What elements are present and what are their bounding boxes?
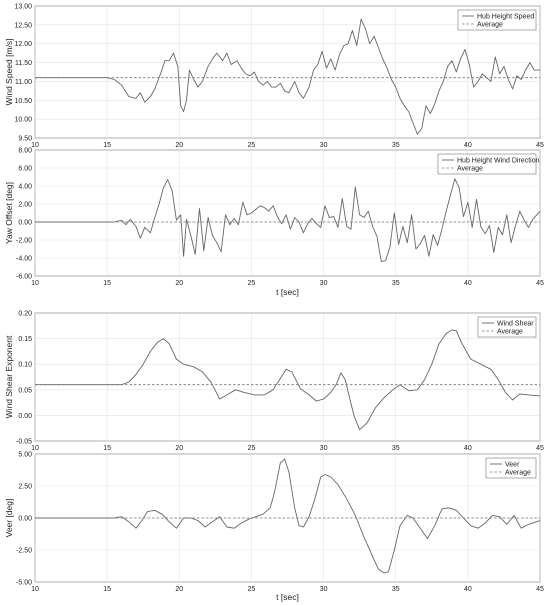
- y-tick-label: -2.50: [16, 548, 32, 555]
- y-axis-label: Veer [deg]: [4, 499, 14, 538]
- y-tick-label: 8.00: [18, 148, 32, 155]
- x-tick-label: 35: [392, 142, 400, 149]
- legend-label: Veer: [505, 462, 520, 469]
- x-tick-label: 30: [320, 445, 328, 452]
- x-tick-label: 10: [31, 142, 39, 149]
- y-tick-label: -2.00: [16, 238, 32, 245]
- chart-panel-2: -6.00 -4.00 -2.00 0.00 2.00 4.00 6.00 8.00 10 15 2…: [4, 148, 544, 298]
- x-axis-label: t [sec]: [276, 287, 299, 297]
- x-tick-label: 40: [464, 445, 472, 452]
- x-tick-label: 45: [536, 445, 544, 452]
- y-tick-label: 11.00: [15, 79, 32, 86]
- x-axis-label: t [sec]: [276, 592, 299, 602]
- y-tick-label: 0.05: [18, 387, 32, 394]
- legend-label: Average: [497, 329, 523, 336]
- y-tick-label: 2.00: [18, 202, 32, 209]
- y-tick-label: -0.05: [16, 439, 32, 446]
- legend-label: Hub Height Speed: [477, 14, 534, 21]
- y-tick-label: 4.00: [18, 184, 32, 191]
- y-tick-label: 9.50: [18, 136, 32, 143]
- y-tick-label: 12.00: [14, 41, 32, 48]
- x-tick-label: 30: [320, 586, 328, 593]
- series-line: [35, 18, 540, 135]
- y-tick-label: 11.50: [15, 60, 32, 67]
- plot-area: [34, 312, 541, 442]
- x-tick-label: 20: [175, 142, 183, 149]
- x-tick-label: 35: [392, 445, 400, 452]
- y-axis-label: Yaw Offset [deg]: [4, 182, 14, 244]
- x-tick-label: 45: [536, 280, 544, 287]
- y-tick-label: 0.10: [18, 362, 32, 369]
- series-line: [35, 329, 541, 431]
- y-tick-label: 10.50: [14, 98, 32, 105]
- legend-label: Average: [477, 22, 503, 29]
- y-tick-label: 12.50: [14, 22, 32, 29]
- chart-panel-1: 9.50 10.00 10.50 11.00 11.50 12.00 12.50 13.00 1…: [4, 4, 544, 150]
- x-tick-label: 15: [103, 142, 111, 149]
- legend-box: [477, 316, 537, 338]
- y-tick-label: 0.20: [18, 311, 32, 318]
- legend-label: Hub Height Wind Direction: [457, 158, 540, 165]
- y-tick-label: 0.00: [18, 220, 32, 227]
- legend-label: Average: [505, 470, 531, 477]
- x-tick-label: 45: [536, 586, 544, 593]
- legend-label: Wind Shear: [497, 321, 534, 328]
- y-tick-label: 2.50: [18, 484, 32, 491]
- y-tick-label: 5.00: [18, 452, 32, 459]
- legend-box: [457, 9, 537, 31]
- series-line: [35, 458, 541, 574]
- x-tick-label: 15: [103, 445, 111, 452]
- legend-label: Average: [457, 166, 483, 173]
- y-tick-label: 0.00: [18, 516, 32, 523]
- x-tick-label: 10: [31, 445, 39, 452]
- x-tick-label: 20: [175, 586, 183, 593]
- legend-box: [485, 457, 537, 479]
- y-tick-label: 13.00: [14, 4, 32, 11]
- y-tick-label: 10.00: [14, 117, 32, 124]
- x-tick-label: 25: [248, 445, 256, 452]
- x-tick-label: 40: [464, 586, 472, 593]
- x-tick-label: 40: [464, 280, 472, 287]
- y-tick-label: -5.00: [16, 580, 32, 587]
- y-tick-label: 0.00: [18, 413, 32, 420]
- x-tick-label: 30: [320, 142, 328, 149]
- x-tick-label: 25: [248, 586, 256, 593]
- x-tick-label: 15: [103, 280, 111, 287]
- x-tick-label: 35: [392, 280, 400, 287]
- legend-box: [437, 153, 537, 175]
- x-tick-label: 10: [31, 586, 39, 593]
- chart-panel-3: -0.05 0.00 0.05 0.10 0.15 0.20 10 15 20 25 30 35 40 4…: [4, 311, 544, 453]
- x-tick-label: 35: [392, 586, 400, 593]
- series-line: [35, 178, 541, 263]
- y-tick-label: 0.15: [18, 336, 32, 343]
- x-tick-label: 15: [103, 586, 111, 593]
- x-tick-label: 25: [248, 280, 256, 287]
- y-axis-label: Wind Speed [m/s]: [4, 38, 14, 105]
- x-tick-label: 20: [175, 280, 183, 287]
- y-axis-label: Wind Shear Exponent: [4, 335, 14, 418]
- x-tick-label: 30: [320, 280, 328, 287]
- x-tick-label: 25: [248, 142, 256, 149]
- x-tick-label: 20: [175, 445, 183, 452]
- y-tick-label: -4.00: [16, 256, 32, 263]
- x-tick-label: 45: [536, 142, 544, 149]
- x-tick-label: 40: [464, 142, 472, 149]
- chart-panel-4: -5.00 -2.50 0.00 2.50 5.00 10 15 20 25 30 35 40 45 Ve…: [4, 452, 544, 603]
- y-tick-label: -6.00: [16, 274, 32, 281]
- x-tick-label: 10: [31, 280, 39, 287]
- y-tick-label: 6.00: [18, 166, 32, 173]
